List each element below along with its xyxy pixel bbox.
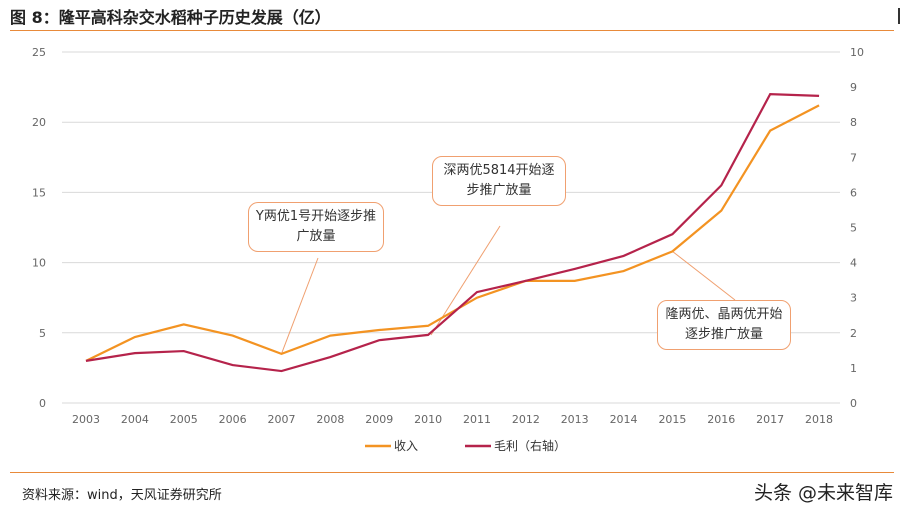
x-tick: 2011 <box>463 413 491 426</box>
y-right-tick: 5 <box>850 222 857 235</box>
y-right-tick: 8 <box>850 116 857 129</box>
legend-label: 毛利（右轴） <box>494 438 566 453</box>
line-chart: 0 5 10 15 20 25 0 1 2 3 4 5 6 7 8 9 10 2003 2004 2005 2006 20… <box>32 46 864 453</box>
y-right-tick: 6 <box>850 186 857 199</box>
watermark: 头条 @未来智库 <box>753 482 893 504</box>
x-tick: 2009 <box>365 413 393 426</box>
annotation-2015: 隆两优、晶两优开始逐步推广放量 <box>657 300 791 350</box>
y-left-tick: 20 <box>32 116 46 129</box>
x-tick: 2016 <box>707 413 735 426</box>
x-tick: 2017 <box>756 413 784 426</box>
annotation-leader <box>672 250 736 301</box>
figure-title: 图 8：隆平高科杂交水稻种子历史发展（亿） <box>10 8 331 27</box>
y-left-tick: 15 <box>32 186 46 199</box>
annotation-leader <box>281 257 319 355</box>
x-tick: 2018 <box>805 413 833 426</box>
x-tick: 2005 <box>170 413 198 426</box>
top-rule <box>10 30 894 31</box>
x-tick: 2014 <box>610 413 638 426</box>
series-line-2 <box>85 92 820 373</box>
y-right-tick: 10 <box>850 46 864 59</box>
y-right-tick: 7 <box>850 151 857 164</box>
x-tick: 2015 <box>658 413 686 426</box>
series-line-1 <box>85 104 820 362</box>
x-tick: 2006 <box>219 413 247 426</box>
annotation-2007: Y两优1号开始逐步推广放量 <box>248 202 384 252</box>
y-left-tick: 5 <box>39 327 46 340</box>
x-tick: 2004 <box>121 413 149 426</box>
x-tick: 2008 <box>316 413 344 426</box>
divider <box>898 8 900 24</box>
source-note: 资料来源：wind，天风证券研究所 <box>22 488 222 503</box>
y-right-tick: 0 <box>850 397 857 410</box>
y-right-tick: 4 <box>850 257 857 270</box>
y-left-tick: 0 <box>39 397 46 410</box>
y-right-tick: 3 <box>850 292 857 305</box>
legend-label: 收入 <box>394 439 418 453</box>
bottom-rule <box>10 472 894 473</box>
annotation-2010: 深两优5814开始逐步推广放量 <box>432 156 566 206</box>
x-tick: 2007 <box>267 413 295 426</box>
y-right-tick: 1 <box>850 362 857 375</box>
x-tick: 2003 <box>72 413 100 426</box>
y-left-tick: 10 <box>32 257 46 270</box>
x-tick: 2013 <box>561 413 589 426</box>
x-tick: 2012 <box>512 413 540 426</box>
y-right-tick: 2 <box>850 327 857 340</box>
y-right-tick: 9 <box>850 81 857 94</box>
x-tick: 2010 <box>414 413 442 426</box>
y-left-tick: 25 <box>32 46 46 59</box>
